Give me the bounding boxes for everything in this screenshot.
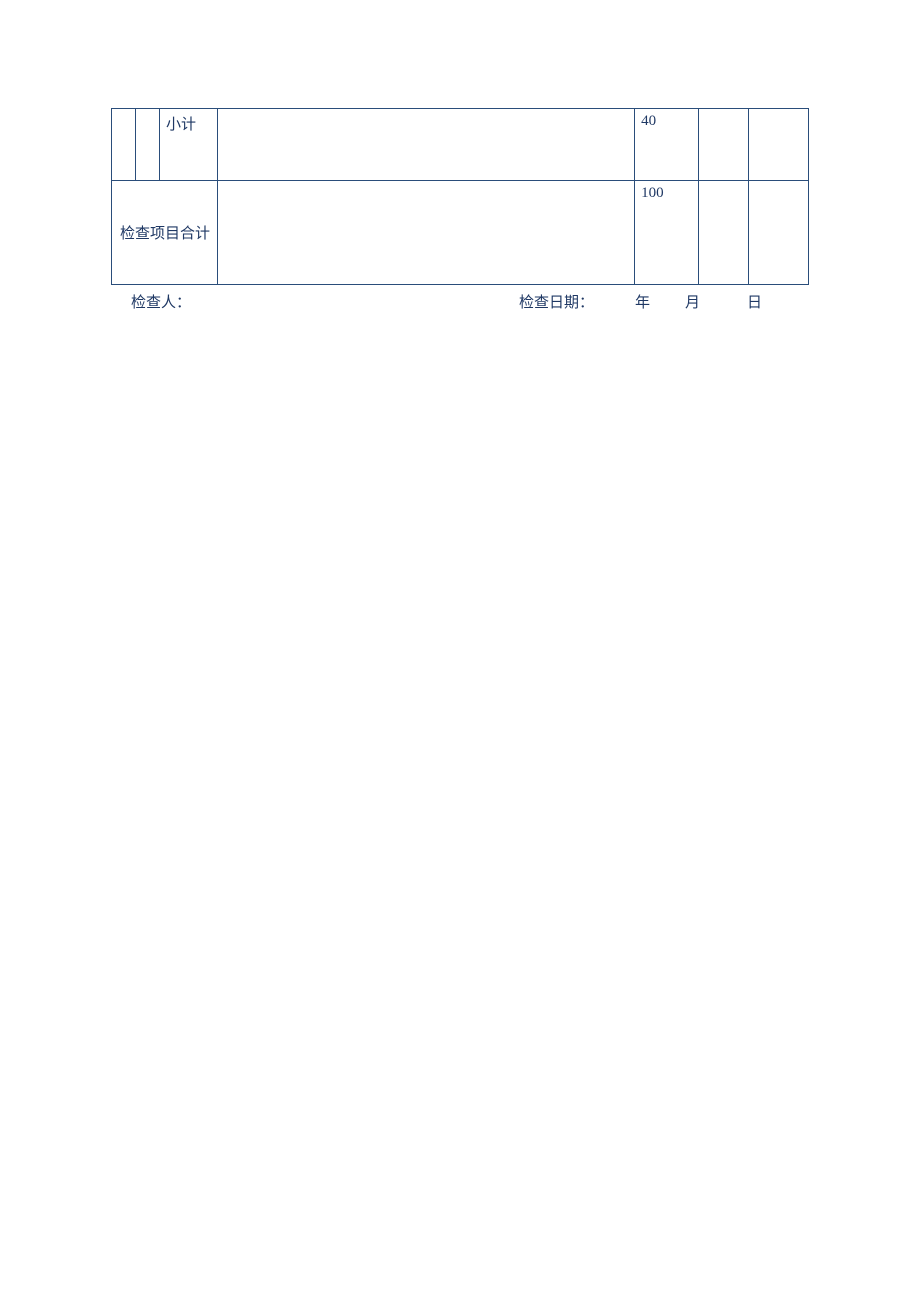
cell-empty-8 (749, 181, 809, 285)
subtotal-label: 小计 (159, 109, 217, 181)
inspection-table: 小计 40 检查项目合计 100 (111, 108, 809, 285)
footer-line: 检查人： 检查日期： 年 月 日 (111, 291, 809, 315)
total-label: 检查项目合计 (112, 181, 218, 285)
cell-empty-2 (135, 109, 159, 181)
year-label: 年 (635, 291, 650, 312)
form-content: 小计 40 检查项目合计 100 检查人： 检查日期： 年 月 日 (111, 108, 809, 315)
month-label: 月 (685, 291, 700, 312)
cell-empty-6 (217, 181, 634, 285)
cell-empty-5 (749, 109, 809, 181)
inspector-label: 检查人： (131, 291, 191, 312)
total-value: 100 (635, 181, 699, 285)
cell-empty-4 (699, 109, 749, 181)
date-label: 检查日期： (519, 291, 594, 312)
subtotal-row: 小计 40 (112, 109, 809, 181)
cell-empty-7 (699, 181, 749, 285)
total-row: 检查项目合计 100 (112, 181, 809, 285)
cell-empty-3 (217, 109, 634, 181)
cell-empty-1 (112, 109, 136, 181)
subtotal-value: 40 (635, 109, 699, 181)
day-label: 日 (747, 291, 762, 312)
